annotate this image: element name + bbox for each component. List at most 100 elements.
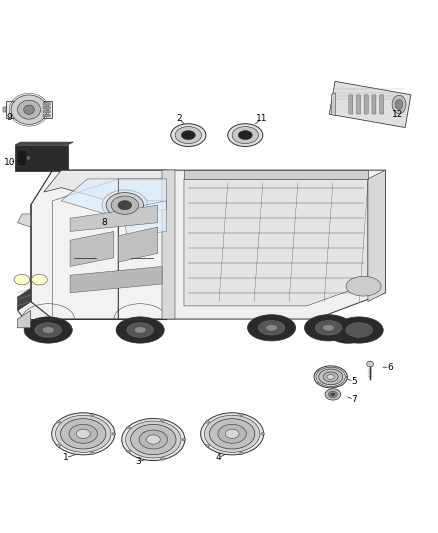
Ellipse shape [323,372,338,382]
Polygon shape [123,201,166,236]
Polygon shape [15,142,73,145]
Polygon shape [18,214,31,227]
FancyBboxPatch shape [364,95,368,114]
Polygon shape [15,145,68,171]
Ellipse shape [18,100,41,119]
Ellipse shape [60,419,106,449]
Ellipse shape [240,413,244,416]
Ellipse shape [91,452,95,455]
Ellipse shape [134,327,146,333]
Text: 2: 2 [176,114,181,123]
Polygon shape [184,170,368,179]
Ellipse shape [127,323,153,337]
Ellipse shape [122,418,185,461]
Ellipse shape [325,389,341,400]
FancyBboxPatch shape [17,150,27,166]
Text: 12: 12 [392,110,403,118]
Ellipse shape [24,317,72,343]
Ellipse shape [331,393,335,396]
Ellipse shape [317,370,318,372]
Polygon shape [329,82,411,127]
Ellipse shape [171,124,206,147]
Polygon shape [70,205,158,231]
Ellipse shape [205,421,209,423]
Ellipse shape [131,424,176,455]
Ellipse shape [118,200,132,210]
Text: 11: 11 [256,114,268,123]
Ellipse shape [42,327,54,333]
Ellipse shape [304,314,353,341]
Ellipse shape [57,421,60,423]
Ellipse shape [14,274,30,285]
Polygon shape [184,179,368,306]
Ellipse shape [335,317,383,343]
Ellipse shape [258,320,285,335]
Ellipse shape [127,426,131,429]
Ellipse shape [209,419,255,449]
Ellipse shape [346,276,381,296]
Ellipse shape [328,321,369,343]
Text: 10: 10 [4,158,15,167]
FancyBboxPatch shape [43,102,50,105]
FancyBboxPatch shape [43,114,50,117]
Ellipse shape [335,386,337,387]
FancyBboxPatch shape [3,107,7,112]
Ellipse shape [392,95,406,114]
FancyBboxPatch shape [372,95,376,114]
Ellipse shape [139,430,167,449]
Ellipse shape [240,452,244,455]
Ellipse shape [322,325,335,331]
Ellipse shape [11,95,47,124]
Ellipse shape [238,131,252,140]
Ellipse shape [146,435,160,444]
Polygon shape [31,170,166,319]
Ellipse shape [76,429,90,439]
Ellipse shape [346,376,348,377]
Ellipse shape [319,369,343,385]
Ellipse shape [35,323,61,337]
Ellipse shape [161,419,165,422]
Ellipse shape [317,383,318,384]
Polygon shape [18,288,31,310]
Polygon shape [368,170,385,302]
Ellipse shape [32,274,47,285]
Ellipse shape [367,361,374,367]
FancyBboxPatch shape [43,110,50,113]
Polygon shape [18,302,53,328]
FancyBboxPatch shape [357,95,360,114]
Ellipse shape [328,391,337,398]
Text: 9: 9 [7,113,13,122]
Ellipse shape [395,100,403,109]
Ellipse shape [205,445,209,447]
Ellipse shape [175,126,201,143]
Polygon shape [6,101,53,118]
Text: 4: 4 [215,454,221,463]
Ellipse shape [27,156,30,159]
Polygon shape [61,179,166,214]
Ellipse shape [127,450,131,453]
Polygon shape [44,170,166,201]
Text: 3: 3 [135,457,141,466]
Text: 5: 5 [351,377,357,386]
Text: 6: 6 [387,363,393,372]
Ellipse shape [315,320,342,335]
FancyBboxPatch shape [43,107,50,109]
Ellipse shape [205,415,260,453]
Polygon shape [118,227,158,262]
Ellipse shape [314,366,347,388]
Ellipse shape [56,415,111,453]
Ellipse shape [112,433,116,435]
Ellipse shape [111,196,138,214]
Ellipse shape [182,438,186,441]
Ellipse shape [102,190,148,221]
Ellipse shape [116,317,164,343]
Ellipse shape [24,105,35,114]
Ellipse shape [261,433,265,435]
Polygon shape [166,170,385,319]
Polygon shape [332,93,336,116]
Ellipse shape [181,131,195,140]
Ellipse shape [161,458,165,460]
Polygon shape [70,231,114,266]
Ellipse shape [265,325,278,331]
Ellipse shape [327,375,334,379]
